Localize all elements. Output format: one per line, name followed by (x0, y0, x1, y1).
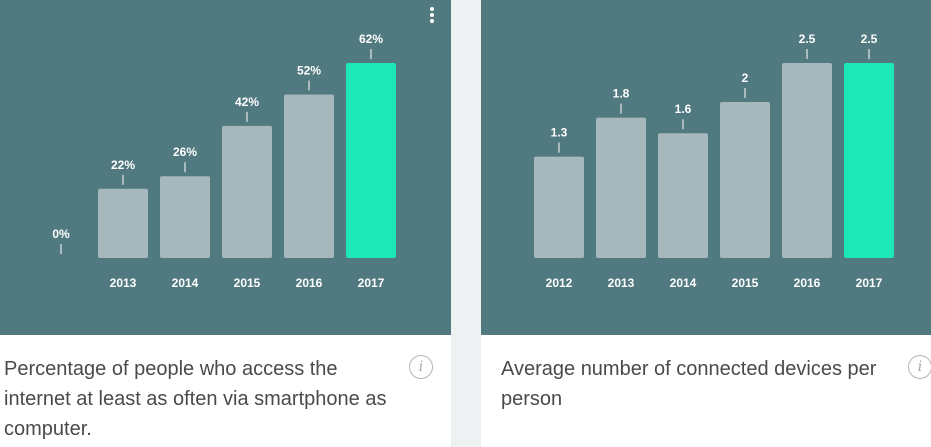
chart-caption: Average number of connected devices per … (501, 358, 877, 410)
data-label: 2.5 (799, 32, 816, 46)
more-vertical-icon[interactable] (428, 7, 436, 25)
data-label: 2.5 (861, 32, 878, 46)
data-label: 0% (52, 227, 70, 241)
chart-card-connected-devices: 1.3 2012 1.8 2013 1.6 2014 2 2015 2.5 2016 2.5 2017… (481, 0, 931, 447)
x-tick-label: 2014 (172, 276, 199, 290)
info-icon[interactable]: i (908, 355, 931, 379)
data-label: 26% (173, 145, 197, 159)
data-label: 42% (235, 95, 259, 109)
bar-2013 (98, 188, 148, 258)
info-icon[interactable]: i (409, 355, 433, 379)
data-label: 52% (297, 63, 321, 77)
bar-2016 (284, 94, 334, 258)
data-label: 22% (111, 158, 135, 172)
bar-2012 (534, 156, 584, 258)
bar-2015 (222, 125, 272, 258)
bar-2013 (596, 117, 646, 258)
chart-caption: Percentage of people who access the inte… (4, 358, 387, 440)
bar-2014 (658, 133, 708, 258)
chart-panel: 1.3 2012 1.8 2013 1.6 2014 2 2015 2.5 2016 2.5 2017 (481, 0, 931, 335)
x-tick-label: 2012 (546, 276, 573, 290)
chart-panel: 0% 22% 2013 26% 2014 42% 2015 52% 2016 62% 2017 (0, 0, 451, 335)
bar-2016 (782, 63, 832, 258)
bar-2017 (346, 63, 396, 258)
bar-2017 (844, 63, 894, 258)
x-tick-label: 2015 (732, 276, 759, 290)
x-tick-label: 2016 (296, 276, 323, 290)
data-label: 1.6 (675, 102, 692, 116)
bar-2014 (160, 176, 210, 258)
bar-2015 (720, 102, 770, 258)
x-tick-label: 2013 (110, 276, 137, 290)
bar-chart-smartphone-access: 0% 22% 2013 26% 2014 42% 2015 52% 2016 62% 2017 (52, 32, 396, 290)
data-label: 1.3 (551, 126, 568, 140)
data-label: 62% (359, 32, 383, 46)
x-tick-label: 2014 (670, 276, 697, 290)
chart-card-smartphone-access: 0% 22% 2013 26% 2014 42% 2015 52% 2016 62% 2017 Pe… (0, 0, 451, 447)
data-label: 1.8 (613, 87, 630, 101)
x-tick-label: 2013 (608, 276, 635, 290)
x-tick-label: 2015 (234, 276, 261, 290)
x-tick-label: 2016 (794, 276, 821, 290)
x-tick-label: 2017 (856, 276, 883, 290)
x-tick-label: 2017 (358, 276, 385, 290)
bar-chart-connected-devices: 1.3 2012 1.8 2013 1.6 2014 2 2015 2.5 2016 2.5 2017 (534, 32, 894, 290)
data-label: 2 (742, 71, 749, 85)
